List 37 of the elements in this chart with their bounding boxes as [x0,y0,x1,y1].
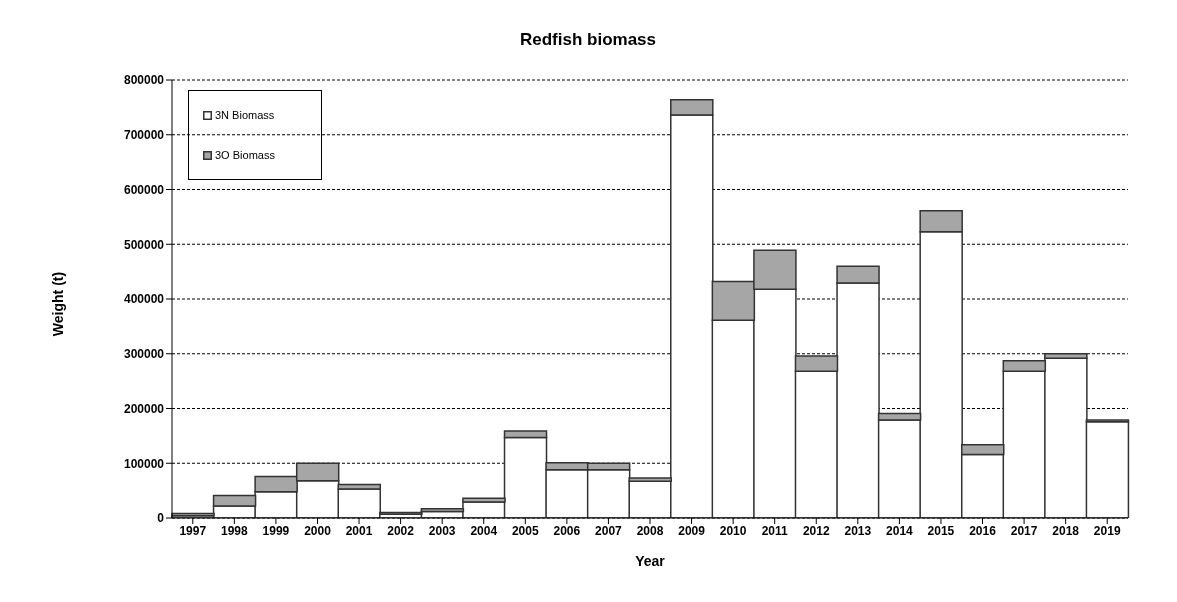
x-axis-title: Year [634,553,666,569]
y-tick-label: 300000 [123,347,165,362]
x-tick-label: 2004 [470,523,498,538]
x-tick-label: 2010 [719,523,747,538]
y-tick-label: 800000 [123,73,165,88]
y-tick-label: 200000 [123,401,165,416]
y-tick-label: 400000 [123,292,165,307]
x-tick-label: 2014 [886,523,914,538]
x-tick-label: 2005 [511,523,539,538]
x-tick-label: 2018 [1052,523,1080,538]
x-tick-label: 2000 [304,523,332,538]
x-tick-label: 2017 [1010,523,1038,538]
x-tick-label: 2008 [636,523,664,538]
x-tick-label: 2019 [1093,523,1121,538]
chart-title: Redfish biomass [518,30,657,50]
y-tick-label: 700000 [123,128,165,143]
x-tick-label: 1997 [179,523,207,538]
legend-label: 3O Biomass [215,148,275,163]
x-tick-label: 2002 [387,523,415,538]
x-tick-label: 2012 [802,523,830,538]
y-tick-label: 500000 [123,237,165,252]
x-tick-label: 2006 [553,523,581,538]
y-tick-label: 0 [157,511,165,526]
x-tick-label: 1998 [221,523,249,538]
x-tick-label: 2003 [428,523,456,538]
x-tick-label: 2015 [927,523,955,538]
x-tick-label: 2007 [595,523,623,538]
y-tick-label: 100000 [123,456,165,471]
x-tick-label: 2011 [761,523,789,538]
x-tick-label: 2016 [969,523,997,538]
y-axis-title: Weight (t) [50,271,66,337]
x-tick-label: 1999 [262,523,290,538]
x-tick-label: 2013 [844,523,872,538]
x-tick-label: 2009 [678,523,706,538]
y-tick-label: 600000 [123,182,165,197]
x-tick-label: 2001 [345,523,373,538]
legend-label: 3N Biomass [215,108,275,123]
